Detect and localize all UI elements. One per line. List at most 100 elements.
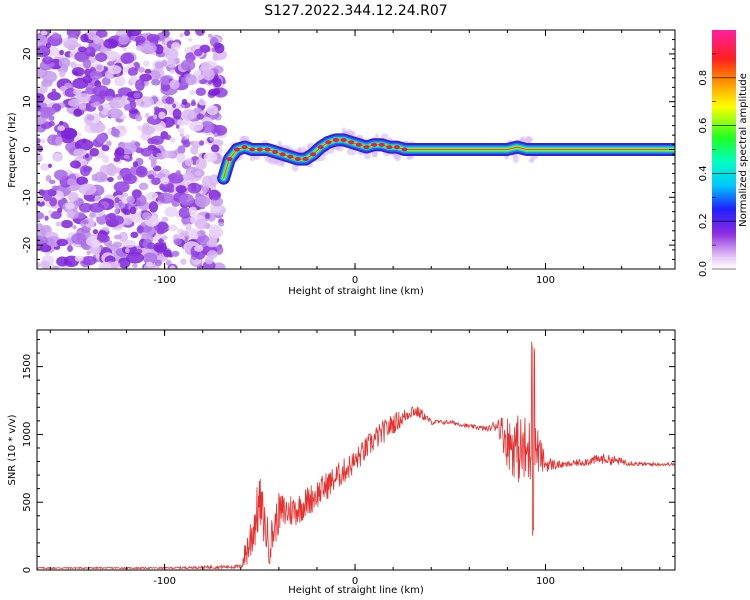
noise-blob xyxy=(82,58,92,69)
noise-blob xyxy=(73,108,82,117)
noise-blob xyxy=(122,173,137,185)
noise-blob xyxy=(90,121,106,133)
noise-blob xyxy=(212,54,219,62)
track-peak xyxy=(279,152,286,157)
noise-blob xyxy=(153,114,158,120)
noise-blob xyxy=(69,160,82,169)
noise-blob xyxy=(105,95,114,102)
noise-blob xyxy=(178,206,192,219)
noise-blob xyxy=(103,38,119,49)
noise-blob xyxy=(92,229,99,235)
noise-blob xyxy=(150,135,164,145)
spectrogram-y-tick-label: 20 xyxy=(22,48,33,61)
noise-blob xyxy=(127,30,142,37)
colorbar-tick-label: 0.6 xyxy=(698,118,709,134)
track-halo-blob xyxy=(380,133,389,139)
noise-blob xyxy=(194,218,208,230)
noise-blob xyxy=(67,244,73,252)
noise-blob xyxy=(134,36,146,43)
noise-blob xyxy=(140,147,153,157)
noise-blob xyxy=(132,263,138,268)
spectrogram-plot-area xyxy=(37,30,675,269)
noise-blob xyxy=(37,137,41,144)
noise-blob xyxy=(135,114,143,122)
noise-blob xyxy=(48,120,55,127)
noise-blob xyxy=(59,120,64,125)
noise-blob xyxy=(49,197,58,207)
noise-blob xyxy=(37,145,44,153)
noise-blob xyxy=(84,153,90,159)
track-peak xyxy=(348,140,355,145)
noise-blob xyxy=(129,206,137,215)
noise-blob xyxy=(191,140,201,149)
noise-blob xyxy=(56,238,68,247)
noise-blob xyxy=(210,190,222,201)
track-peak xyxy=(401,147,408,152)
noise-blob xyxy=(146,242,156,250)
noise-blob xyxy=(160,75,172,85)
noise-blob xyxy=(70,61,77,69)
track-peak xyxy=(386,145,393,150)
noise-blob xyxy=(58,57,71,69)
noise-blob xyxy=(110,128,120,137)
snr-x-tick-label: 0 xyxy=(352,576,358,587)
noise-blob xyxy=(164,206,179,218)
noise-blob xyxy=(194,245,204,252)
noise-blob xyxy=(37,227,47,238)
noise-blob xyxy=(98,105,104,112)
noise-blob xyxy=(114,147,125,157)
noise-blob xyxy=(155,100,164,106)
noise-blob xyxy=(86,250,91,255)
colorbar-axis: 0.0 0.2 0.4 0.6 0.8 xyxy=(698,53,736,277)
noise-blob xyxy=(120,52,135,64)
snr-y-axis-label: SNR (10 * v/v) xyxy=(7,414,18,485)
noise-blob xyxy=(126,195,135,204)
noise-blob xyxy=(94,171,106,183)
noise-blob xyxy=(167,57,176,69)
spectrogram-y-axis-label: Frequency (Hz) xyxy=(7,112,18,188)
noise-blob xyxy=(122,66,129,73)
noise-blob xyxy=(163,103,171,111)
noise-blob xyxy=(56,256,69,267)
noise-blob xyxy=(164,48,179,60)
noise-blob xyxy=(80,33,89,43)
noise-blob xyxy=(153,242,167,253)
track-halo-blob xyxy=(374,133,379,139)
noise-blob xyxy=(137,125,143,131)
noise-blob xyxy=(142,211,152,220)
noise-blob xyxy=(52,33,62,40)
noise-blob xyxy=(199,140,205,146)
noise-blob xyxy=(154,61,164,69)
noise-blob xyxy=(58,70,66,78)
noise-blob xyxy=(81,255,97,266)
noise-blob xyxy=(181,119,190,126)
noise-blob xyxy=(169,69,176,74)
noise-blob xyxy=(156,152,163,158)
noise-blob xyxy=(40,163,50,171)
noise-blob xyxy=(203,152,218,163)
track-halo-blob xyxy=(512,153,519,164)
colorbar-tick-label: 0.8 xyxy=(698,70,709,86)
noise-blob xyxy=(151,177,161,185)
snr-plot-area xyxy=(37,341,675,570)
noise-blob xyxy=(207,33,213,38)
noise-blob xyxy=(114,197,120,204)
noise-blob xyxy=(200,62,210,72)
noise-blob xyxy=(172,103,177,109)
noise-blob xyxy=(125,247,130,253)
noise-blob xyxy=(72,89,82,95)
track-peak xyxy=(294,157,301,162)
track-halo-blob xyxy=(346,148,357,156)
spectrogram-y-tick-label: 0 xyxy=(22,146,33,152)
noise-blob xyxy=(169,265,176,269)
noise-blob xyxy=(123,154,130,160)
noise-blob xyxy=(160,176,170,185)
track-peak xyxy=(378,142,385,147)
noise-blob xyxy=(121,192,129,197)
noise-blob xyxy=(117,174,122,181)
noise-blob xyxy=(76,93,91,103)
noise-blob xyxy=(180,258,187,265)
noise-blob xyxy=(141,125,156,135)
